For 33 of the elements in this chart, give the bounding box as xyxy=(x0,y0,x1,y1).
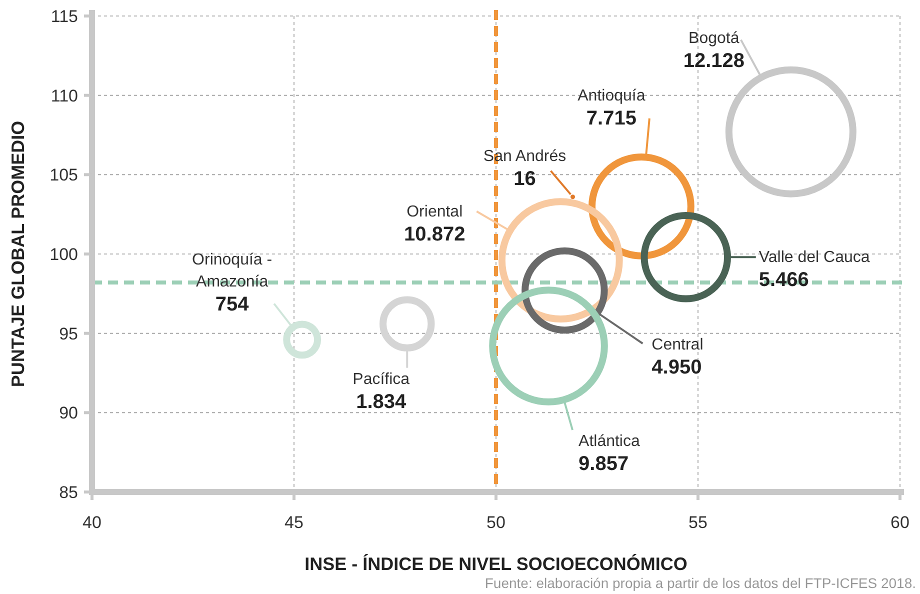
data-label: 10.872 xyxy=(404,223,466,246)
data-label: 12.128 xyxy=(683,50,745,72)
data-label: 5.466 xyxy=(758,269,809,292)
data-label: 9.857 xyxy=(578,453,629,476)
y-tick-label: 115 xyxy=(50,7,78,26)
text: Antioquía xyxy=(578,87,646,104)
text: Orinoquía - Amazonía xyxy=(192,252,272,291)
x-tick-label: 40 xyxy=(82,513,102,532)
series-label: Pacífica xyxy=(352,370,410,388)
data-label: 7.715 xyxy=(586,107,636,130)
series-label: San Andrés xyxy=(483,148,566,165)
series-label: Valle del Cauca xyxy=(758,249,870,266)
y-tick-label: 95 xyxy=(59,324,78,344)
text: Atlántica xyxy=(578,433,640,450)
text: Oriental xyxy=(406,203,463,220)
x-tick-label: 60 xyxy=(890,513,910,532)
x-tick-label: 50 xyxy=(486,513,506,532)
y-tick-label: 85 xyxy=(59,483,78,502)
y-tick-label: 100 xyxy=(50,245,78,264)
data-label: 4.950 xyxy=(652,356,702,378)
x-tick-label: 55 xyxy=(688,513,708,532)
data-label: 1.834 xyxy=(356,390,408,413)
x-axis-title: INSE - ÍNDICE DE NIVEL SOCIOECONÓMICO xyxy=(304,554,688,574)
data-label: 16 xyxy=(514,168,536,190)
text: Central xyxy=(652,336,704,354)
source-note: Fuente: elaboración propia a partir de los datos del FTP-ICFES 2018. xyxy=(484,575,916,591)
x-tick-label: 45 xyxy=(284,513,304,532)
y-tick-label: 105 xyxy=(50,166,78,185)
y-axis-title: PUNTAJE GLOBAL PROMEDIO xyxy=(8,120,28,388)
text: Bogotá xyxy=(688,30,740,47)
y-tick-label: 110 xyxy=(50,86,78,106)
data-label: 754 xyxy=(215,294,250,316)
y-tick-label: 90 xyxy=(59,404,78,423)
